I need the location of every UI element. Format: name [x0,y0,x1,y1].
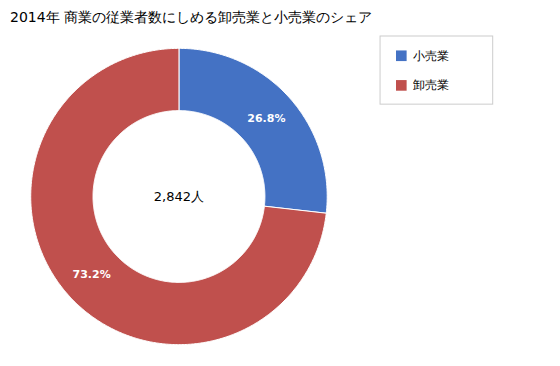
svg-text:小売業: 小売業 [413,49,449,63]
html-text:2014年 商業の従業者数にしめる卸売業と小売業のシェア: 2014年 商業の従業者数にしめる卸売業と小売業のシェア [10,9,373,25]
svg-text:26.8%: 26.8% [247,112,285,125]
svg-text:73.2%: 73.2% [73,268,111,281]
svg-text:2,842人: 2,842人 [154,189,204,204]
svg-text:卸売業: 卸売業 [413,78,449,92]
